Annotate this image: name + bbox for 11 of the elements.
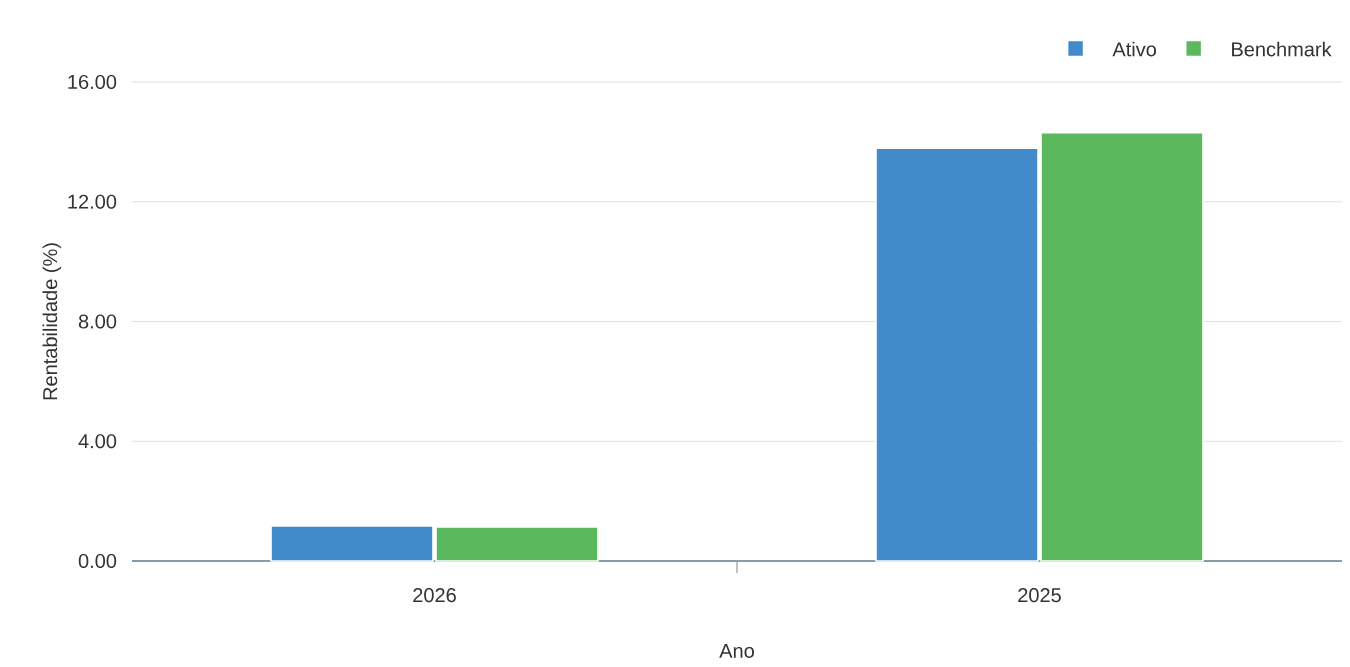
y-tick-label: 4.00 [78, 434, 117, 449]
y-tick-label: 12.00 [68, 194, 117, 209]
x-axis-title: Ano [719, 643, 754, 658]
y-tick-label: 16.00 [68, 74, 117, 90]
y-tick-label: 0.00 [78, 553, 117, 569]
y-axis-title: Rentabilidade (%) [42, 243, 62, 400]
legend-label: Benchmark [1232, 41, 1332, 57]
y-tick-label: 8.00 [78, 314, 117, 329]
legend-label: Ativo [1112, 41, 1157, 57]
x-tick-label: 2026 [413, 588, 456, 603]
x-tick-label: 2025 [1018, 588, 1061, 603]
